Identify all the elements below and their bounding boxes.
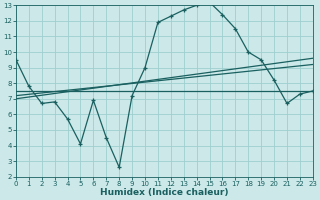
X-axis label: Humidex (Indice chaleur): Humidex (Indice chaleur)	[100, 188, 228, 197]
